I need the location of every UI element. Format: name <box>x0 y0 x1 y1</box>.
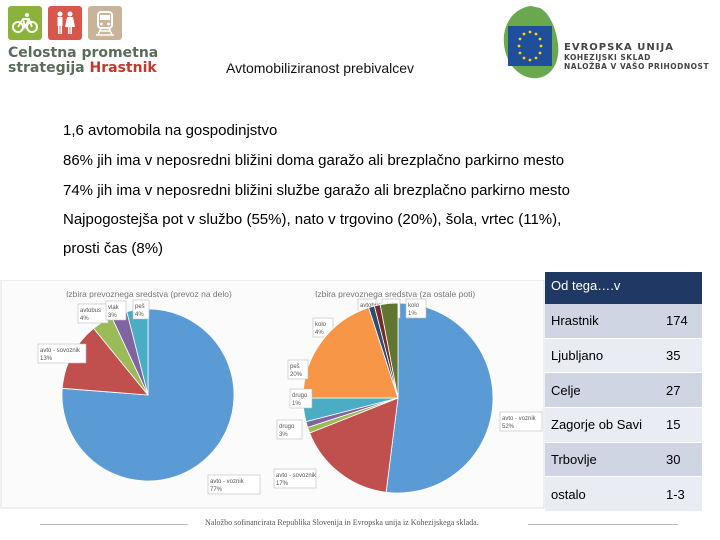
logo-line2b: Hrastnik <box>89 60 157 76</box>
eu-line2: KOHEZIJSKI SKLAD <box>564 53 651 62</box>
data-label-box <box>312 317 334 338</box>
row-value: 30 <box>666 452 681 468</box>
eu-line3: NALOŽBA V VAŠO PRIHODNOST <box>564 62 710 71</box>
pie-slice <box>385 302 494 494</box>
data-label-value: 4% <box>315 330 324 336</box>
data-label: kolo <box>315 322 327 328</box>
pedestrians-icon <box>48 6 82 40</box>
data-label-box <box>273 468 317 489</box>
eu-line1: EVROPSKA UNIJA <box>564 42 674 53</box>
row-value: 27 <box>666 382 681 398</box>
pie-chart-other-trips: avto - voznik 52% avto - sovoznik 17% avtobu… <box>273 298 543 494</box>
data-label: vlak <box>108 305 120 311</box>
data-label-value: 20% <box>290 372 303 378</box>
table-row: Celje 27 <box>545 373 702 409</box>
row-value: 1-3 <box>666 486 685 502</box>
row-name: Celje <box>551 382 581 398</box>
pie-slice <box>309 397 399 493</box>
train-icon <box>88 6 122 40</box>
data-label-box <box>289 388 313 409</box>
bullet-item: 86% jih ima v neposredni bližini doma ga… <box>63 152 565 169</box>
pie-slice <box>61 308 235 482</box>
chart2-title: Izbira prevoznega sredstva (za ostale po… <box>315 289 475 299</box>
data-label-box <box>207 474 261 495</box>
footer-divider <box>528 524 678 525</box>
pie-chart-commute: avto - voznik 77% avto - sovoznik 13% avtobu… <box>37 299 261 495</box>
data-label: avtobus <box>360 303 381 309</box>
pie-slice <box>379 302 399 399</box>
footer-divider <box>40 524 188 525</box>
charts-area: Izbira prevoznega sredstva (prevoz na de… <box>0 279 545 510</box>
table-row: Zagorje ob Savi 15 <box>545 408 702 443</box>
data-label: kolo <box>408 303 420 309</box>
data-label: avtobus <box>80 308 101 314</box>
footer-text: Naložbo sofinancirata Republika Slovenij… <box>205 518 479 527</box>
data-label-box <box>276 419 303 440</box>
destination-table: Od tega….v Hrastnik 174 Ljubljano 35 Celje… <box>545 272 702 513</box>
data-label-value: 13% <box>40 356 53 362</box>
bicycle-icon <box>8 6 42 40</box>
data-label: drugo <box>279 424 295 430</box>
data-label-value: 1% <box>408 311 417 317</box>
data-label-box <box>287 359 309 380</box>
row-value: 15 <box>666 417 681 433</box>
data-label-value: 17% <box>276 481 289 487</box>
logo-line1: Celostna prometna <box>8 45 159 61</box>
data-label-value: 3% <box>279 432 288 438</box>
row-name: Zagorje ob Savi <box>551 417 643 433</box>
table-header: Od tega….v <box>545 272 702 304</box>
data-label-box <box>132 299 150 320</box>
bullet-item: 74% jih ima v neposredni bližini službe … <box>63 182 570 199</box>
page-title: Avtomobiliziranost prebivalcev <box>226 60 415 76</box>
data-label: peš <box>290 364 300 370</box>
data-label-value: 77% <box>210 487 223 493</box>
data-label: avto - sovoznik <box>40 348 81 354</box>
data-label-value: 52% <box>502 424 515 430</box>
table-row: ostalo 1-3 <box>545 477 702 513</box>
bullet-item: 1,6 avtomobila na gospodinjstvo <box>63 122 278 139</box>
logo-line2a: strategija <box>8 60 85 76</box>
data-label-box <box>105 300 127 321</box>
data-label-value: 3% <box>108 313 117 319</box>
row-name: Hrastnik <box>551 313 599 329</box>
footer: Naložbo sofinancirata Republika Slovenij… <box>0 515 720 535</box>
row-name: ostalo <box>551 486 586 502</box>
data-label-box <box>499 411 543 432</box>
row-value: 35 <box>666 348 681 364</box>
data-label-value: 1% <box>292 401 301 407</box>
data-label: avto - sovoznik <box>276 473 317 479</box>
table-row: Trbovlje 30 <box>545 442 702 478</box>
chart1-title: Izbira prevoznega sredstva (prevoz na de… <box>66 289 232 299</box>
row-value: 174 <box>666 313 688 329</box>
data-label-value: 4% <box>135 312 144 318</box>
eu-logo: EVROPSKA UNIJA KOHEZIJSKI SKLAD NALOŽBA … <box>500 4 715 82</box>
data-label-box <box>37 343 87 364</box>
data-label: drugo <box>292 393 308 399</box>
data-label: avto - voznik <box>210 479 245 485</box>
data-label: avto - voznik <box>502 416 537 422</box>
data-label-box <box>405 298 427 319</box>
row-name: Trbovlje <box>551 452 597 468</box>
row-name: Ljubljano <box>551 348 604 364</box>
data-label: peš <box>135 304 145 310</box>
table-row: Hrastnik 174 <box>545 304 702 339</box>
bullet-item: Najpogostejša pot v službo (55%), nato v… <box>63 211 562 228</box>
table-row: Ljubljano 35 <box>545 338 702 374</box>
data-label-value: 4% <box>80 316 89 322</box>
strategy-logo: Celostna prometna strategija Hrastnik <box>8 6 183 84</box>
bullet-item: prosti čas (8%) <box>63 240 164 257</box>
